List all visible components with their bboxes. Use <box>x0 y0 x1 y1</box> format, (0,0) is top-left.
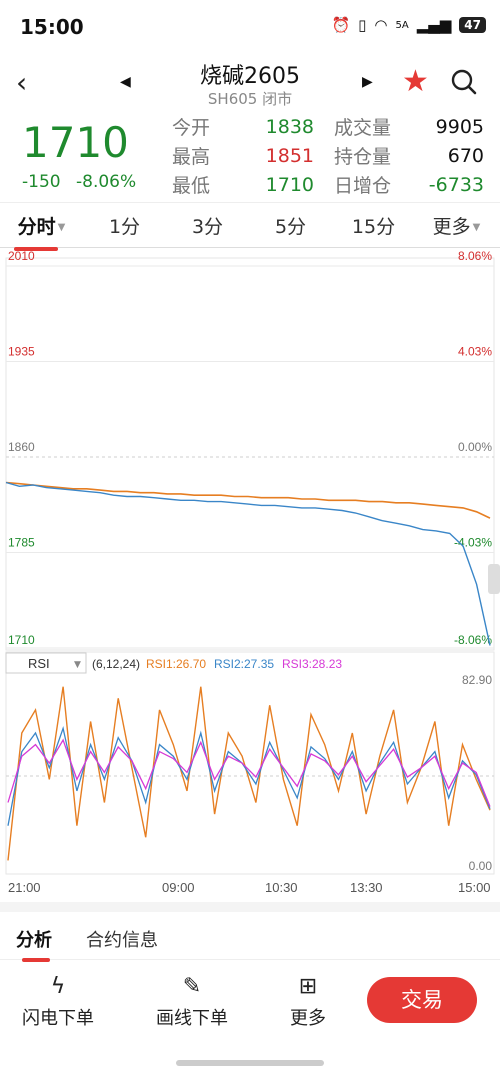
lightning-icon: ϟ <box>50 974 66 999</box>
quote-label: 最低 <box>172 175 211 197</box>
tab-analysis[interactable]: 分析 <box>16 926 52 962</box>
avg-price-line <box>5 481 491 519</box>
quote-label: 成交量 <box>334 117 392 139</box>
rsi-line <box>7 726 491 826</box>
rsi-bottom-label: 0.00 <box>469 859 493 873</box>
more-button[interactable]: ⊞ 更多 <box>258 974 358 1030</box>
last-price: 1710 <box>22 118 129 167</box>
tab-1min[interactable]: 1分 <box>108 215 141 238</box>
tab-label: 分时 <box>17 215 56 238</box>
action-label: 闪电下单 <box>22 1008 94 1029</box>
x-tick-label: 13:30 <box>350 880 383 895</box>
tab-15min[interactable]: 15分 <box>351 215 396 238</box>
wifi-icon: ◠ <box>374 16 388 34</box>
y-tick-label: 1860 <box>8 440 35 454</box>
status-time: 15:00 <box>20 15 84 39</box>
quote-row: 最低 1710 日增仓 -6733 <box>172 170 492 199</box>
quote-label: 持仓量 <box>334 146 392 168</box>
action-label: 画线下单 <box>156 1008 228 1029</box>
y-tick-label: 2010 <box>8 250 35 263</box>
y-pct-label: -8.06% <box>454 633 492 647</box>
indicator-select <box>5 652 87 674</box>
period-tabs: 分时 ▼ 1分 3分 5分 15分 更多 ▼ <box>0 202 500 251</box>
quote-value: 670 <box>447 144 484 167</box>
x-tick-label: 09:00 <box>162 880 195 895</box>
quote-label: 今开 <box>172 117 211 139</box>
dropdown-caret-icon: ▼ <box>472 221 481 233</box>
rsi-top-label: 82.90 <box>462 673 492 687</box>
tab-5min[interactable]: 5分 <box>274 215 307 238</box>
indicator-params: (6,12,24) <box>92 657 140 671</box>
alarm-icon: ⏰ <box>331 16 351 34</box>
quote-value: 1710 <box>265 173 314 196</box>
next-contract-icon[interactable]: ▶ <box>362 74 373 90</box>
status-icons: ⏰ ▯ ◠ 5A ▂▄▆ 47 <box>331 16 486 34</box>
tab-label: 更多 <box>432 215 471 238</box>
x-tick-label: 21:00 <box>8 880 41 895</box>
y-tick-label: 1935 <box>8 345 35 359</box>
action-label: 更多 <box>290 1008 326 1029</box>
quote-value: 1851 <box>265 144 314 167</box>
quote-label: 最高 <box>172 146 211 168</box>
battery-icon: 47 <box>459 17 486 33</box>
rsi-line <box>7 686 491 861</box>
price-panel-frame <box>5 257 495 651</box>
chevron-down-icon: ▼ <box>74 660 81 670</box>
y-pct-label: 8.06% <box>458 250 492 263</box>
rsi-legend-label: RSI2:27.35 <box>214 657 274 671</box>
y-tick-label: 1785 <box>8 536 35 550</box>
page-subtitle: SH605 闭市 <box>207 90 293 108</box>
change-value: -150 <box>22 172 61 192</box>
quote-panel: 1710 -150 -8.06% 今开 1838 成交量 9905 最高 185… <box>0 112 500 202</box>
rsi-panel-frame <box>5 651 495 875</box>
prev-contract-icon[interactable]: ◀ <box>120 74 131 90</box>
flash-order-button[interactable]: ϟ 闪电下单 <box>8 974 108 1030</box>
x-tick-label: 10:30 <box>265 880 298 895</box>
vibrate-icon: ▯ <box>358 16 367 34</box>
divider <box>0 902 500 912</box>
change-percent: -8.06% <box>76 172 137 192</box>
indicator-name: RSI <box>28 656 50 671</box>
search-icon[interactable] <box>450 68 478 96</box>
tab-more[interactable]: 更多 ▼ <box>415 212 498 239</box>
home-indicator[interactable] <box>176 1060 324 1066</box>
quote-label: 日增仓 <box>334 175 392 197</box>
quote-row: 今开 1838 成交量 9905 <box>172 112 492 141</box>
tab-contract-info[interactable]: 合约信息 <box>86 930 158 951</box>
price-line <box>5 481 491 646</box>
dropdown-caret-icon: ▼ <box>57 221 66 233</box>
y-tick-label: 1710 <box>8 633 35 647</box>
favorite-star-icon[interactable]: ★ <box>402 64 429 99</box>
y-pct-label: 0.00% <box>458 440 492 454</box>
pencil-icon: ✎ <box>182 974 202 999</box>
status-bar: 15:00 ⏰ ▯ ◠ 5A ▂▄▆ 47 <box>0 0 500 56</box>
quote-value: 9905 <box>435 115 484 138</box>
quote-value: 1838 <box>265 115 314 138</box>
trade-button[interactable]: 交易 <box>367 977 477 1023</box>
rsi-legend-label: RSI3:28.23 <box>282 657 342 671</box>
tab-intraday[interactable]: 分时 ▼ <box>0 212 83 251</box>
line-order-button[interactable]: ✎ 画线下单 <box>142 974 242 1030</box>
quote-grid: 今开 1838 成交量 9905 最高 1851 持仓量 670 最低 1710… <box>172 112 492 199</box>
y-pct-label: 4.03% <box>458 345 492 359</box>
price-change: -150 -8.06% <box>22 172 146 192</box>
page-title: 烧碱2605 <box>200 64 300 89</box>
intraday-chart[interactable]: 2010 8.06%1935 4.03%1860 0.00%1785 -4.03%171… <box>0 249 500 900</box>
chart-area[interactable]: 2010 8.06% 1935 4.03% 1860 0.00% 1785 -4.03% 171… <box>0 249 500 900</box>
tab-3min[interactable]: 3分 <box>191 215 224 238</box>
panel-handle <box>488 564 500 594</box>
back-icon[interactable]: ‹ <box>16 66 28 99</box>
top-bar: ‹ ◀ 烧碱2605 SH605 闭市 ▶ ★ <box>0 56 500 112</box>
rsi-line <box>7 738 491 807</box>
info-tabs: 分析 合约信息 <box>0 914 500 962</box>
signal-icon: ▂▄▆ <box>416 16 452 34</box>
action-bar: ϟ 闪电下单 ✎ 画线下单 ⊞ 更多 交易 <box>0 962 500 1042</box>
grid-icon: ⊞ <box>298 974 318 999</box>
x-tick-label: 15:00 <box>458 880 491 895</box>
quote-row: 最高 1851 持仓量 670 <box>172 141 492 170</box>
rsi-legend-label: RSI1:26.70 <box>146 657 206 671</box>
network-label: 5A <box>395 19 409 31</box>
quote-value: -6733 <box>428 173 484 196</box>
